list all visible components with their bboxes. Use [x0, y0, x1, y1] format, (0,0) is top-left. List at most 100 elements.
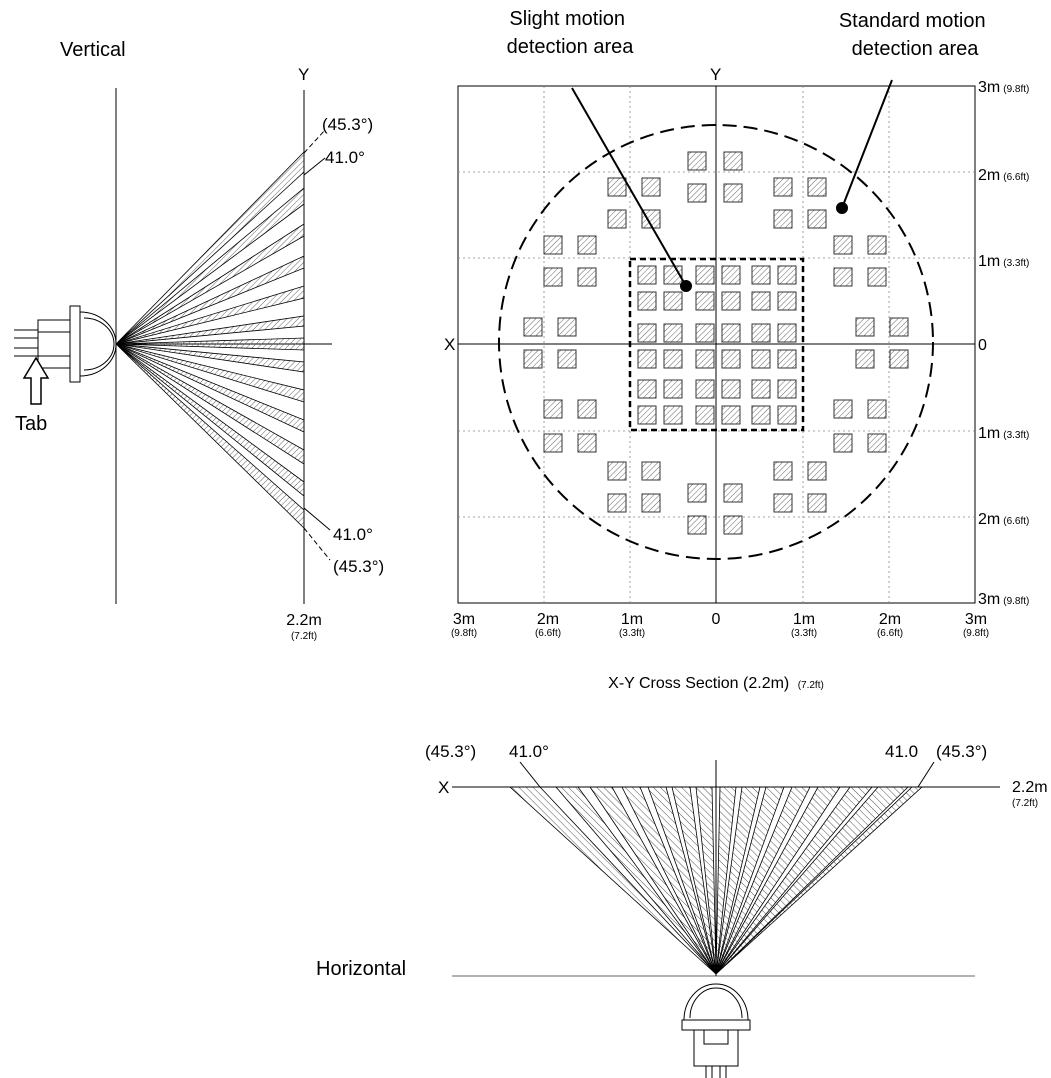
- vertical-fan-segment: [115, 255, 305, 345]
- detection-zone: [773, 177, 793, 197]
- vertical-title: Vertical: [60, 39, 126, 61]
- detection-zone: [721, 265, 741, 285]
- bottom-tick-label: 0: [712, 611, 721, 628]
- detection-zone: [777, 265, 797, 285]
- vertical-distance-m: 2.2m: [286, 612, 322, 629]
- horizontal-fan-segment: [695, 786, 717, 975]
- cross-section-axis-y-label: Y: [710, 65, 721, 84]
- cross-section-view: Y X Slight motion detection area Standar…: [444, 8, 1029, 692]
- detection-zone: [721, 349, 741, 369]
- bottom-tick-ft: (9.8ft): [451, 628, 477, 639]
- bottom-tick-label: 1m: [621, 611, 643, 628]
- horizontal-axis-x-label: X: [438, 778, 449, 797]
- bottom-tick-ft: (3.3ft): [619, 628, 645, 639]
- detection-zone: [833, 235, 853, 255]
- detection-zone: [543, 267, 563, 287]
- detection-zone: [833, 267, 853, 287]
- detection-zone: [867, 267, 887, 287]
- detection-zone: [687, 515, 707, 535]
- detection-zone: [607, 209, 627, 229]
- detection-zone: [695, 349, 715, 369]
- vertical-angle-upper-inner: 41.0°: [325, 148, 365, 167]
- detection-zone: [855, 317, 875, 337]
- vertical-fan-segment: [115, 315, 305, 345]
- vertical-lower-outer-leader: [303, 527, 331, 561]
- detection-zone: [695, 323, 715, 343]
- slight-area-label: Slight motion detection area: [507, 8, 635, 58]
- horizontal-angle-right-inner: 41.0: [885, 742, 918, 761]
- right-tick-label: 1m (3.3ft): [978, 253, 1029, 270]
- horizontal-angle-right-outer: (45.3°): [936, 742, 987, 761]
- detection-zone: [523, 349, 543, 369]
- vertical-fan-segment: [115, 343, 305, 465]
- bottom-tick-ft: (6.6ft): [877, 628, 903, 639]
- detection-zone: [723, 483, 743, 503]
- horizontal-fan-segment: [715, 786, 737, 975]
- vertical-lower-inner-leader: [303, 507, 331, 531]
- vertical-fan-segment: [115, 223, 305, 345]
- sensor-front-icon: [681, 983, 751, 1078]
- detection-zone: [721, 323, 741, 343]
- slight-detection-square: [628, 257, 805, 432]
- detection-zone: [557, 317, 577, 337]
- horizontal-angle-left-outer: (45.3°): [425, 742, 476, 761]
- right-tick-label: 0: [978, 337, 987, 354]
- bottom-tick-ft: (6.6ft): [535, 628, 561, 639]
- detection-zone: [641, 209, 661, 229]
- detection-zone: [777, 349, 797, 369]
- detection-zone: [807, 177, 827, 197]
- vertical-angle-lower-outer: (45.3°): [333, 557, 384, 576]
- detection-zone: [663, 379, 683, 399]
- detection-zone: [641, 177, 661, 197]
- vertical-fan-segment: [115, 285, 305, 345]
- horizontal-view: X (45.3°) 41.0° 41.0 (45.3°) 2.2m (7.2ft…: [316, 742, 1048, 1078]
- horizontal-left-leader: [519, 761, 541, 788]
- vertical-view: Vertical Y (45.3°) 41.0° 41.0° (45.3°) 2…: [14, 39, 384, 642]
- detection-zone: [543, 399, 563, 419]
- vertical-fan-segment: [115, 343, 305, 373]
- detection-zone: [773, 461, 793, 481]
- cross-section-caption-main: X-Y Cross Section (2.2m): [608, 675, 789, 692]
- detection-zone: [833, 399, 853, 419]
- vertical-detection-fan: [115, 151, 305, 529]
- detection-zone: [777, 291, 797, 311]
- cross-section-bottom-ticks: 3m(9.8ft)2m(6.6ft)1m(3.3ft)0 1m(3.3ft)2m(…: [451, 611, 989, 639]
- detection-zone: [695, 265, 715, 285]
- sensor-side-icon: [14, 305, 117, 383]
- horizontal-fan-segment: [555, 786, 717, 975]
- detection-zone: [751, 405, 771, 425]
- detection-zone: [663, 323, 683, 343]
- horizontal-fan-segment: [715, 786, 873, 975]
- detection-zone: [637, 291, 657, 311]
- bottom-tick-label: 1m: [793, 611, 815, 628]
- detection-zone: [663, 291, 683, 311]
- horizontal-fan-segment: [508, 786, 717, 975]
- tab-arrow-icon: [22, 356, 50, 405]
- detection-zone: [641, 493, 661, 513]
- tab-label: Tab: [15, 413, 47, 435]
- bottom-tick-label: 3m: [965, 611, 987, 628]
- detection-zone: [577, 433, 597, 453]
- detection-zone: [721, 405, 741, 425]
- vertical-angle-upper-outer: (45.3°): [322, 115, 373, 134]
- standard-detection-circle: [498, 124, 934, 560]
- vertical-angle-lower-inner: 41.0°: [333, 525, 373, 544]
- bottom-tick-label: 2m: [537, 611, 559, 628]
- right-tick-label: 2m (6.6ft): [978, 167, 1029, 184]
- slight-area-leader: [571, 87, 687, 287]
- detection-zone: [855, 349, 875, 369]
- bottom-tick-label: 3m: [453, 611, 475, 628]
- detection-zone: [751, 379, 771, 399]
- standard-area-label: Standard motion detection area: [839, 10, 991, 60]
- cross-section-detection-zones: [523, 151, 909, 535]
- detection-zone: [637, 323, 657, 343]
- horizontal-angle-left-inner: 41.0°: [509, 742, 549, 761]
- vertical-fan-segment: [115, 343, 305, 497]
- bottom-tick-label: 2m: [879, 611, 901, 628]
- horizontal-fan-segment: [715, 786, 841, 975]
- detection-zone: [663, 405, 683, 425]
- vertical-fan-segment: [115, 343, 305, 433]
- bottom-tick-ft: (3.3ft): [791, 628, 817, 639]
- detection-zone: [695, 291, 715, 311]
